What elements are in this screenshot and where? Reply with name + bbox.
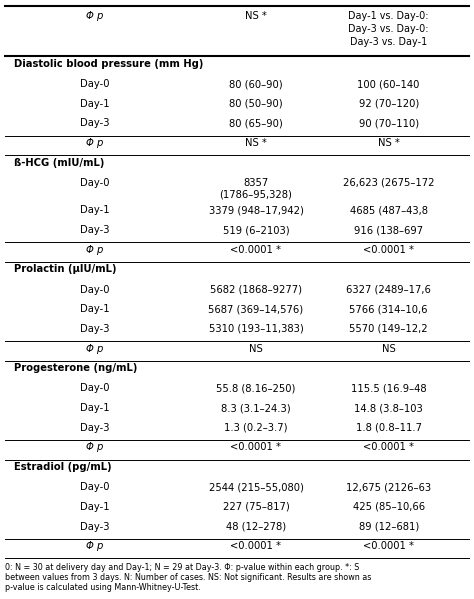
Text: Φ p: Φ p	[86, 344, 103, 353]
Text: Day-1: Day-1	[80, 304, 109, 314]
Text: 425 (85–10,66: 425 (85–10,66	[353, 502, 425, 512]
Text: 8357: 8357	[243, 178, 269, 188]
Text: <0.0001 *: <0.0001 *	[363, 443, 414, 452]
Text: <0.0001 *: <0.0001 *	[230, 541, 282, 551]
Text: 90 (70–110): 90 (70–110)	[359, 119, 419, 128]
Text: 5682 (1868–9277): 5682 (1868–9277)	[210, 285, 302, 295]
Text: 5687 (369–14,576): 5687 (369–14,576)	[209, 304, 303, 314]
Text: 916 (138–697: 916 (138–697	[354, 225, 423, 235]
Text: 3379 (948–17,942): 3379 (948–17,942)	[209, 205, 303, 216]
Text: 5570 (149–12,2: 5570 (149–12,2	[349, 324, 428, 334]
Text: 12,675 (2126–63: 12,675 (2126–63	[346, 482, 431, 492]
Text: Day-0: Day-0	[80, 285, 109, 295]
Text: <0.0001 *: <0.0001 *	[363, 245, 414, 255]
Text: 80 (60–90): 80 (60–90)	[229, 79, 283, 89]
Text: 0: N = 30 at delivery day and Day-1; N = 29 at Day-3. Φ: p-value within each gro: 0: N = 30 at delivery day and Day-1; N =…	[5, 563, 359, 572]
Text: between values from 3 days. N: Number of cases. NS: Not significant. Results are: between values from 3 days. N: Number of…	[5, 573, 371, 582]
Text: NS: NS	[382, 344, 396, 353]
Text: Φ p: Φ p	[86, 443, 103, 452]
Text: 48 (12–278): 48 (12–278)	[226, 522, 286, 531]
Text: 1.8 (0.8–11.7: 1.8 (0.8–11.7	[356, 423, 422, 432]
Text: Day-3: Day-3	[80, 324, 109, 334]
Text: 519 (6–2103): 519 (6–2103)	[223, 225, 289, 235]
Text: 80 (65–90): 80 (65–90)	[229, 119, 283, 128]
Text: Diastolic blood pressure (mm Hg): Diastolic blood pressure (mm Hg)	[14, 59, 204, 69]
Text: 14.8 (3.8–103: 14.8 (3.8–103	[354, 403, 423, 413]
Text: Prolactin (μIU/mL): Prolactin (μIU/mL)	[14, 264, 117, 274]
Text: 80 (50–90): 80 (50–90)	[229, 99, 283, 108]
Text: Day-1: Day-1	[80, 403, 109, 413]
Text: Progesterone (ng/mL): Progesterone (ng/mL)	[14, 363, 137, 373]
Text: Day-1: Day-1	[80, 502, 109, 512]
Text: <0.0001 *: <0.0001 *	[230, 443, 282, 452]
Text: 92 (70–120): 92 (70–120)	[358, 99, 419, 108]
Text: Day-1 vs. Day-0:: Day-1 vs. Day-0:	[348, 11, 429, 21]
Text: NS: NS	[249, 344, 263, 353]
Text: 89 (12–681): 89 (12–681)	[358, 522, 419, 531]
Text: Day-3: Day-3	[80, 423, 109, 432]
Text: 5310 (193–11,383): 5310 (193–11,383)	[209, 324, 303, 334]
Text: Day-0: Day-0	[80, 79, 109, 89]
Text: 227 (75–817): 227 (75–817)	[223, 502, 289, 512]
Text: 8.3 (3.1–24.3): 8.3 (3.1–24.3)	[221, 403, 291, 413]
Text: Day-1: Day-1	[80, 99, 109, 108]
Text: p-value is calculated using Mann-Whitney-U-Test.: p-value is calculated using Mann-Whitney…	[5, 583, 201, 592]
Text: 4685 (487–43,8: 4685 (487–43,8	[350, 205, 428, 216]
Text: Day-1: Day-1	[80, 205, 109, 216]
Text: (1786–95,328): (1786–95,328)	[219, 190, 292, 200]
Text: ß-HCG (mIU/mL): ß-HCG (mIU/mL)	[14, 158, 105, 168]
Text: Day-3: Day-3	[80, 522, 109, 531]
Text: Φ p: Φ p	[86, 541, 103, 551]
Text: 1.3 (0.2–3.7): 1.3 (0.2–3.7)	[224, 423, 288, 432]
Text: <0.0001 *: <0.0001 *	[230, 245, 282, 255]
Text: Day-3: Day-3	[80, 119, 109, 128]
Text: 100 (60–140: 100 (60–140	[357, 79, 420, 89]
Text: 5766 (314–10,6: 5766 (314–10,6	[349, 304, 428, 314]
Text: Φ p: Φ p	[86, 138, 103, 148]
Text: Day-0: Day-0	[80, 178, 109, 188]
Text: Day-0: Day-0	[80, 482, 109, 492]
Text: Day-3: Day-3	[80, 225, 109, 235]
Text: 2544 (215–55,080): 2544 (215–55,080)	[209, 482, 303, 492]
Text: Day-0: Day-0	[80, 383, 109, 394]
Text: 55.8 (8.16–250): 55.8 (8.16–250)	[216, 383, 296, 394]
Text: Φ p: Φ p	[86, 245, 103, 255]
Text: 6327 (2489–17,6: 6327 (2489–17,6	[346, 285, 431, 295]
Text: NS *: NS *	[245, 138, 267, 148]
Text: Φ p: Φ p	[86, 11, 103, 21]
Text: 115.5 (16.9–48: 115.5 (16.9–48	[351, 383, 427, 394]
Text: NS *: NS *	[378, 138, 400, 148]
Text: Estradiol (pg/mL): Estradiol (pg/mL)	[14, 462, 112, 472]
Text: NS *: NS *	[245, 11, 267, 21]
Text: <0.0001 *: <0.0001 *	[363, 541, 414, 551]
Text: 26,623 (2675–172: 26,623 (2675–172	[343, 178, 435, 188]
Text: Day-3 vs. Day-1: Day-3 vs. Day-1	[350, 37, 427, 47]
Text: Day-3 vs. Day-0:: Day-3 vs. Day-0:	[348, 24, 429, 34]
